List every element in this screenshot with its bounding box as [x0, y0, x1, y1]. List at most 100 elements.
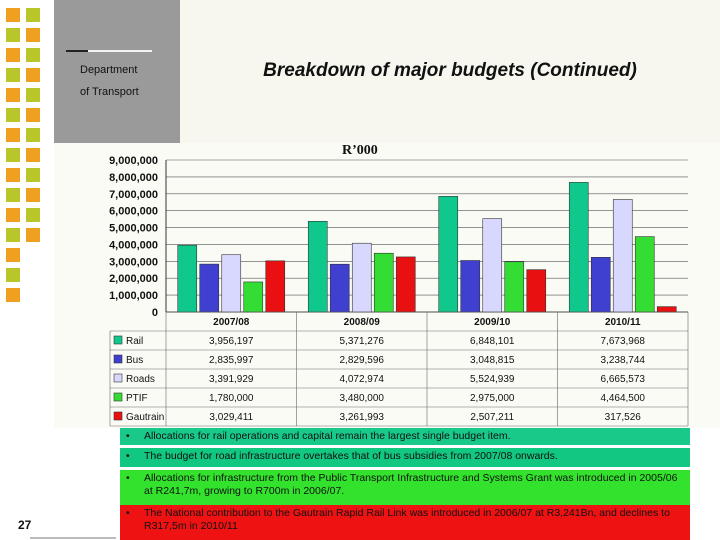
- header-rule: [88, 50, 152, 52]
- bar-bus: [329, 263, 350, 313]
- legend-swatch-gautrain: [113, 411, 123, 421]
- sidebar-square: [6, 268, 20, 282]
- bullet-marker: •: [126, 450, 130, 462]
- bar-rail: [438, 196, 459, 313]
- bullet-item: • Allocations for rail operations and ca…: [120, 428, 690, 445]
- legend-label: Gautrain: [126, 412, 164, 423]
- legend-swatch-ptif: [113, 392, 123, 402]
- y-tick-label: 3,000,000: [109, 256, 158, 268]
- bar-gautrain: [656, 306, 677, 313]
- bar-ptif: [373, 252, 394, 313]
- page-number: 27: [18, 518, 32, 532]
- chart-title: R’000: [342, 143, 378, 158]
- bar-rail: [307, 220, 328, 313]
- bar-ptif: [243, 281, 264, 313]
- sidebar-square: [26, 128, 40, 142]
- bar-ptif: [634, 236, 655, 313]
- department-label: of Transport: [80, 86, 139, 98]
- bar-bus: [199, 263, 220, 313]
- y-tick-label: 4,000,000: [109, 239, 158, 251]
- slide-title: Breakdown of major budgets (Continued): [263, 60, 637, 81]
- y-tick-label: 1,000,000: [109, 290, 158, 302]
- data-label: 6,665,573: [601, 374, 646, 385]
- data-label: 7,673,968: [601, 336, 646, 347]
- y-tick-label: 6,000,000: [109, 206, 158, 218]
- bar-roads: [612, 199, 633, 313]
- data-label: 5,524,939: [470, 374, 515, 385]
- sidebar-square: [26, 68, 40, 82]
- bar-roads: [351, 242, 372, 313]
- sidebar-square: [6, 168, 20, 182]
- sidebar-square: [6, 88, 20, 102]
- legend-label: PTIF: [126, 393, 148, 404]
- sidebar-square: [26, 48, 40, 62]
- bullet-text: The National contribution to the Gautrai…: [144, 507, 670, 532]
- bar-roads: [221, 254, 242, 313]
- bar-roads: [482, 218, 503, 313]
- data-label: 3,048,815: [470, 355, 515, 366]
- bar-bus: [460, 260, 481, 313]
- bullet-marker: •: [126, 472, 130, 484]
- data-label: 2,975,000: [470, 393, 515, 404]
- bullet-item: • The National contribution to the Gautr…: [120, 505, 690, 540]
- data-label: 3,391,929: [209, 374, 254, 385]
- data-label: 6,848,101: [470, 336, 515, 347]
- sidebar-square: [6, 128, 20, 142]
- legend-swatch-roads: [113, 373, 123, 383]
- bar-rail: [177, 244, 198, 313]
- legend-label: Bus: [126, 355, 143, 366]
- sidebar-square: [6, 208, 20, 222]
- bar-chart: 0 1,000,000 2,000,000 3,000,000 4,000,000 5,0…: [109, 155, 689, 427]
- data-label: 4,464,500: [601, 393, 646, 404]
- y-tick-label: 2,000,000: [109, 273, 158, 285]
- x-tick-label: 2010/11: [605, 317, 641, 328]
- legend-label: Rail: [126, 336, 143, 347]
- sidebar-square: [6, 48, 20, 62]
- bar-bus: [590, 257, 611, 313]
- header-rule: [66, 50, 88, 52]
- data-label: 1,780,000: [209, 393, 254, 404]
- data-label: 3,029,411: [209, 412, 253, 423]
- sidebar-square: [6, 148, 20, 162]
- sidebar-square: [26, 228, 40, 242]
- bullet-marker: •: [126, 507, 130, 519]
- bullet-text: The budget for road infrastructure overt…: [144, 450, 558, 462]
- data-label: 3,956,197: [209, 336, 254, 347]
- sidebar-square: [26, 8, 40, 22]
- sidebar-square: [6, 188, 20, 202]
- bar-ptif: [504, 261, 525, 313]
- bullet-text: Allocations for rail operations and capi…: [144, 430, 511, 442]
- sidebar-square: [26, 108, 40, 122]
- data-label: 2,829,596: [340, 355, 385, 366]
- bullet-marker: •: [126, 430, 130, 442]
- sidebar-square: [6, 8, 20, 22]
- data-label: 5,371,276: [340, 336, 385, 347]
- data-label: 4,072,974: [340, 374, 385, 385]
- bar-gautrain: [395, 256, 416, 313]
- bar-rail: [568, 182, 589, 313]
- legend-swatch-rail: [113, 335, 123, 345]
- legend-swatch-bus: [113, 354, 123, 364]
- sidebar-square: [6, 228, 20, 242]
- sidebar-square: [6, 288, 20, 302]
- sidebar-square: [26, 208, 40, 222]
- bullet-text: Allocations for infrastructure from the …: [144, 472, 678, 497]
- department-label: Department: [80, 64, 138, 76]
- y-tick-label: 7,000,000: [109, 189, 158, 201]
- sidebar-square: [6, 68, 20, 82]
- bar-gautrain: [526, 269, 547, 313]
- sidebar-square: [26, 28, 40, 42]
- bullet-item: • Allocations for infrastructure from th…: [120, 470, 690, 505]
- sidebar-square: [26, 148, 40, 162]
- header-panel: [54, 0, 180, 143]
- x-tick-label: 2008/09: [344, 317, 381, 328]
- legend-label: Roads: [126, 374, 155, 385]
- data-label: 317,526: [605, 412, 642, 423]
- sidebar-square: [6, 108, 20, 122]
- data-label: 2,507,211: [470, 412, 514, 423]
- sidebar-square: [26, 168, 40, 182]
- data-label: 3,261,993: [340, 412, 385, 423]
- sidebar-square: [26, 88, 40, 102]
- data-label: 2,835,997: [209, 355, 254, 366]
- bar-gautrain: [265, 260, 286, 313]
